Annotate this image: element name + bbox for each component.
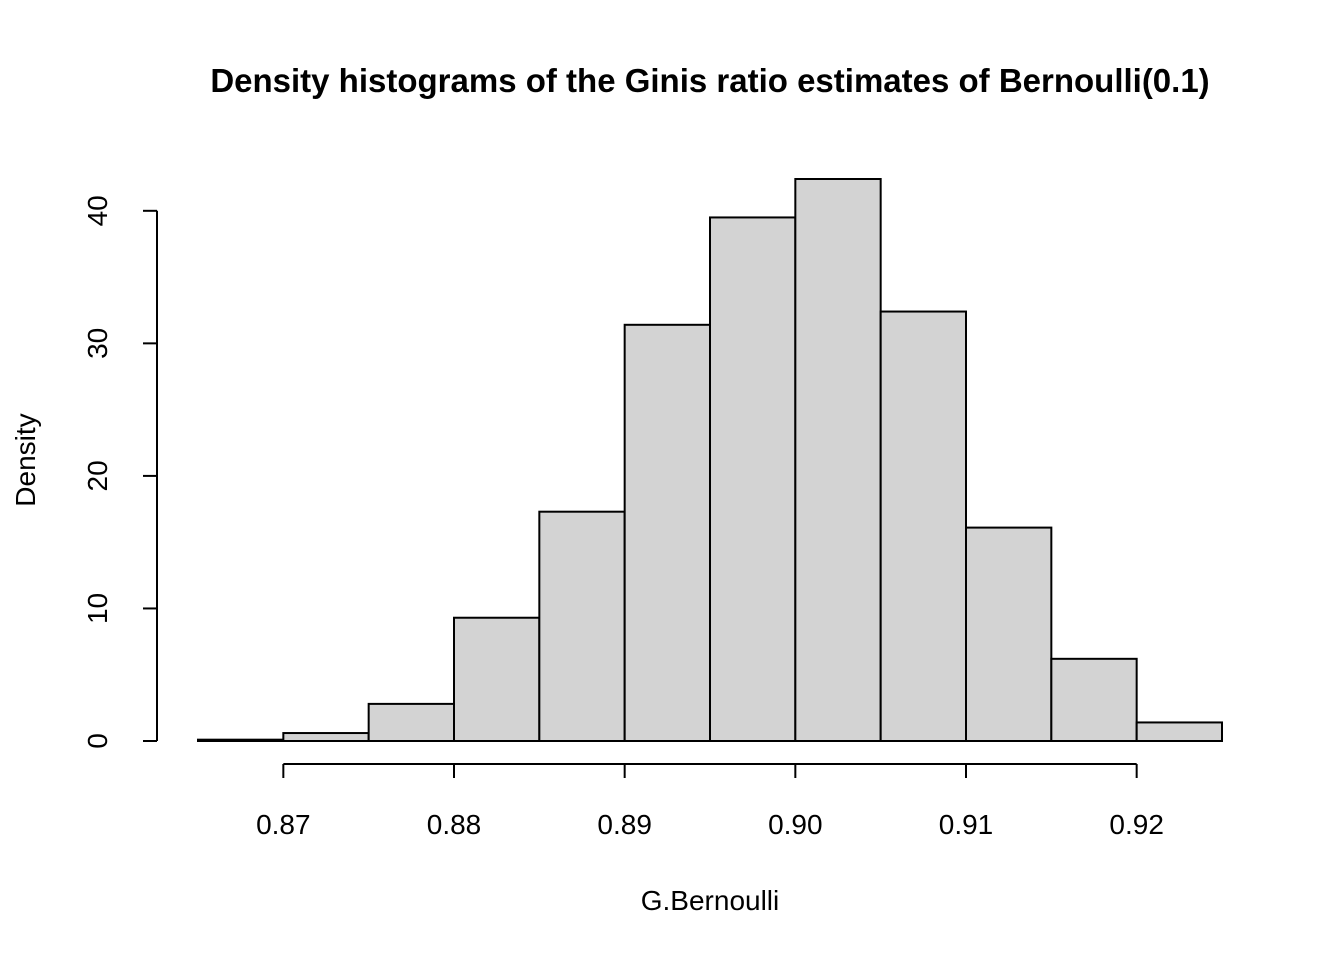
chart-title: Density histograms of the Ginis ratio es… [210,62,1209,99]
y-tick-label: 0 [82,733,113,749]
histogram-bar-3 [367,702,455,742]
histogram-bar-6 [623,323,712,742]
y-tick-label: 30 [82,328,113,359]
y-tick-label: 20 [82,460,113,491]
x-tick-label: 0.90 [768,809,823,840]
histogram-bar-2 [282,732,370,743]
histogram-bar-8 [794,178,882,742]
histogram-bar-12 [1135,721,1223,743]
x-axis: 0.87 0.88 0.89 0.90 0.91 0.92 [256,763,1164,840]
histogram-bar-4 [453,616,541,743]
x-tick-label: 0.91 [939,809,994,840]
x-tick-label: 0.89 [597,809,652,840]
y-tick-label: 40 [82,195,113,226]
y-tick-label: 10 [82,593,113,624]
histogram-bar-11 [1050,657,1138,742]
histogram-bar-9 [879,310,968,742]
x-tick-label: 0.88 [427,809,482,840]
histogram-bar-5 [538,510,626,742]
x-tick-label: 0.87 [256,809,311,840]
x-axis-label: G.Bernoulli [641,885,780,916]
histogram-bars [197,178,1223,743]
histogram-bar-7 [709,216,797,743]
histogram-bar-10 [965,526,1053,742]
y-axis-label: Density [10,413,41,506]
y-axis: 0 10 20 30 40 [82,195,158,749]
x-tick-label: 0.92 [1109,809,1164,840]
histogram-bar-1 [197,738,285,742]
